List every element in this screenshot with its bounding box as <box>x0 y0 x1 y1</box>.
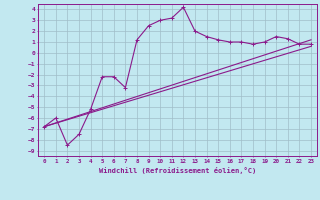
X-axis label: Windchill (Refroidissement éolien,°C): Windchill (Refroidissement éolien,°C) <box>99 167 256 174</box>
